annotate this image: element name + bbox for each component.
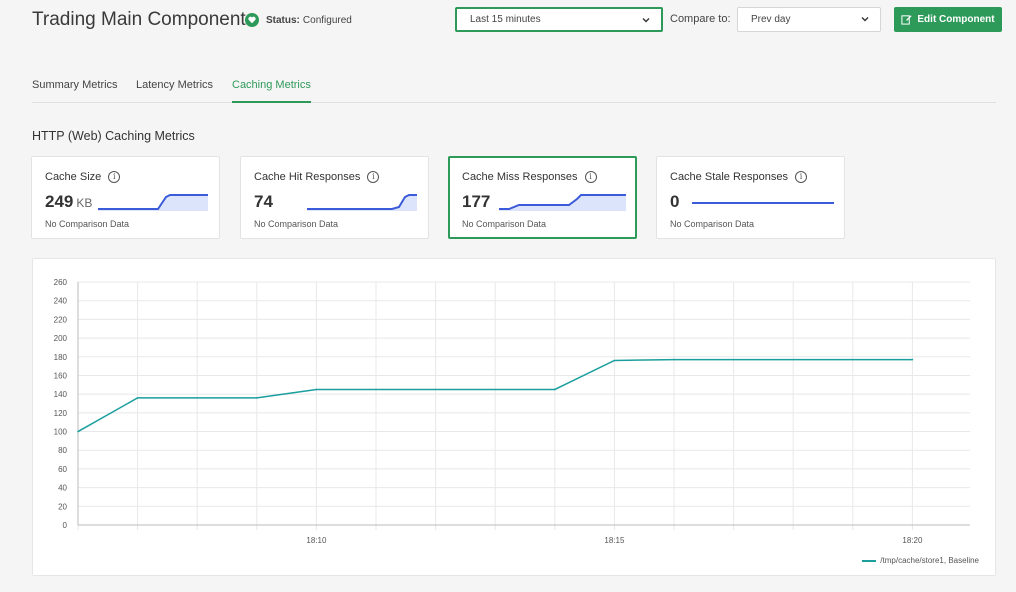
- y-tick-label: 40: [58, 484, 67, 493]
- legend-label: /tmp/cache/store1, Baseline: [880, 556, 979, 565]
- card-footer: No Comparison Data: [254, 219, 339, 229]
- section-title: HTTP (Web) Caching Metrics: [32, 129, 195, 143]
- y-tick-label: 240: [54, 297, 68, 306]
- y-tick-label: 260: [54, 278, 68, 287]
- card-value: 0: [670, 192, 680, 211]
- compare-label: Compare to:: [670, 13, 731, 25]
- metrics-tabs: Summary Metrics Latency Metrics Caching …: [32, 78, 996, 103]
- x-tick-label: 18:15: [604, 536, 625, 545]
- card-unit: KB: [76, 196, 93, 210]
- chevron-down-icon: [642, 18, 650, 23]
- time-range-value: Last 15 minutes: [470, 14, 541, 25]
- sparkline: [692, 202, 834, 204]
- edit-component-label: Edit Component: [917, 14, 995, 25]
- status-label: Status:: [266, 14, 300, 26]
- metric-card-cache-miss[interactable]: Cache Miss Responses i 177 No Comparison …: [448, 156, 637, 239]
- chart-legend[interactable]: /tmp/cache/store1, Baseline: [862, 556, 979, 565]
- status-value: Configured: [302, 14, 352, 26]
- metric-card-cache-hit[interactable]: Cache Hit Responses i 74 No Comparison Da…: [240, 156, 429, 239]
- y-tick-label: 60: [58, 465, 67, 474]
- data-point: [911, 358, 914, 361]
- time-range-select[interactable]: Last 15 minutes: [455, 7, 663, 32]
- page-title: Trading Main Component: [32, 9, 246, 30]
- data-point: [77, 430, 79, 433]
- metric-card-cache-size[interactable]: Cache Size i 249 KB No Comparison Data: [31, 156, 220, 239]
- tab-caching-metrics[interactable]: Caching Metrics: [232, 78, 311, 103]
- y-tick-label: 160: [54, 371, 68, 380]
- data-point: [136, 397, 139, 399]
- series-line: [77, 358, 913, 433]
- y-tick-label: 140: [54, 390, 68, 399]
- status-indicator: Status: Configured: [245, 13, 352, 27]
- info-icon[interactable]: i: [108, 171, 121, 183]
- metric-card-cache-stale[interactable]: Cache Stale Responses i 0 No Comparison D…: [656, 156, 845, 239]
- tab-latency-metrics[interactable]: Latency Metrics: [136, 79, 214, 91]
- y-tick-label: 80: [58, 446, 67, 455]
- x-tick-label: 18:20: [902, 536, 923, 545]
- sparkline: [499, 194, 626, 211]
- card-title: Cache Miss Responses: [462, 171, 578, 183]
- edit-icon: [901, 15, 912, 25]
- y-tick-label: 220: [54, 315, 68, 324]
- y-tick-label: 180: [54, 353, 68, 362]
- card-footer: No Comparison Data: [45, 219, 130, 229]
- card-value: 177: [462, 192, 491, 211]
- line-chart: 26024022020018016014012010080604020018:1…: [54, 278, 970, 545]
- tab-summary-metrics[interactable]: Summary Metrics: [32, 79, 118, 91]
- info-icon[interactable]: i: [795, 171, 808, 183]
- card-title: Cache Hit Responses: [254, 171, 361, 183]
- card-footer: No Comparison Data: [462, 219, 547, 229]
- compare-value: Prev day: [751, 14, 791, 25]
- card-value: 74: [254, 192, 273, 211]
- chevron-down-icon: [861, 17, 869, 22]
- data-point: [613, 359, 616, 362]
- y-tick-label: 100: [54, 428, 68, 437]
- compare-select[interactable]: Prev day: [737, 7, 881, 32]
- info-icon[interactable]: i: [367, 171, 380, 183]
- legend-swatch: [862, 559, 877, 562]
- data-point: [673, 358, 675, 361]
- edit-component-button[interactable]: Edit Component: [894, 7, 1002, 32]
- info-icon[interactable]: i: [584, 171, 597, 183]
- heart-icon: [245, 13, 259, 27]
- data-point: [554, 388, 556, 391]
- sparkline: [307, 194, 417, 211]
- sparkline: [98, 194, 208, 211]
- card-title: Cache Stale Responses: [670, 171, 789, 183]
- caching-chart: 260 240 220 200 180 160 140 120 100 80 60 40 20 0 18:1…: [32, 258, 996, 576]
- y-tick-label: 20: [58, 502, 67, 511]
- x-tick-label: 18:10: [306, 536, 327, 545]
- y-tick-label: 200: [54, 334, 68, 343]
- y-tick-label: 120: [54, 409, 68, 418]
- data-point: [256, 397, 258, 399]
- data-point: [315, 388, 318, 391]
- card-value: 249: [45, 192, 74, 211]
- card-title: Cache Size: [45, 171, 102, 183]
- card-footer: No Comparison Data: [670, 219, 755, 229]
- y-tick-label: 0: [63, 521, 68, 530]
